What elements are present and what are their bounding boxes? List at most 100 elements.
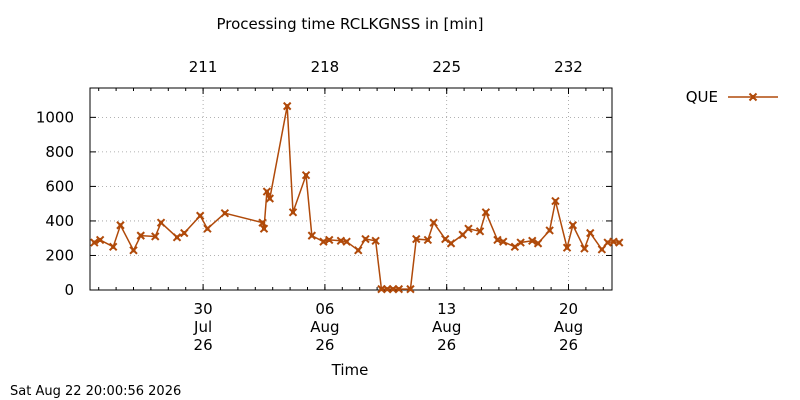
marker-core	[356, 248, 361, 253]
y-tick-label: 200	[45, 246, 74, 264]
x2-tick-label: 218	[311, 58, 340, 76]
data-point	[412, 234, 421, 244]
data-point	[259, 224, 269, 233]
marker-core	[379, 287, 384, 292]
data-point	[156, 218, 166, 227]
series-line-que	[94, 105, 620, 290]
marker-core	[599, 247, 604, 252]
marker-core	[309, 233, 314, 238]
data-point	[394, 284, 404, 294]
x-tick-label: 26	[315, 336, 334, 354]
data-point	[516, 238, 525, 247]
marker-core	[553, 199, 558, 204]
marker-core	[582, 246, 587, 251]
ticks: 0200400600800100030Jul2606Aug2613Aug2620…	[36, 58, 612, 354]
data-point	[262, 187, 272, 196]
data-point	[499, 237, 508, 246]
marker-core	[363, 237, 368, 242]
marker-core	[495, 237, 500, 242]
data-point	[354, 246, 363, 255]
marker-core	[222, 211, 227, 216]
marker-core	[264, 189, 269, 194]
x-tick-label: 30	[194, 300, 213, 318]
x-tick-label: 13	[437, 300, 456, 318]
data-point	[533, 239, 543, 248]
marker-core	[260, 220, 265, 225]
marker-core	[262, 226, 266, 231]
marker-core	[512, 244, 517, 249]
marker-core	[443, 237, 448, 242]
marker-core	[617, 240, 622, 245]
data-point	[90, 238, 99, 247]
marker-core	[327, 237, 332, 242]
data-point	[429, 218, 438, 227]
marker-core	[92, 240, 97, 245]
marker-core	[449, 241, 454, 246]
marker-core	[153, 234, 158, 239]
y-tick-label: 400	[45, 212, 74, 230]
data-point	[220, 208, 230, 218]
marker-core	[570, 223, 575, 228]
legend-label-que: QUE	[686, 88, 718, 106]
data-point	[172, 233, 182, 242]
data-point	[406, 284, 415, 294]
data-point	[282, 101, 292, 111]
x-tick-label: 06	[315, 300, 334, 318]
data-point	[151, 232, 160, 241]
marker-core	[344, 239, 349, 244]
legend-marker-symbol	[748, 92, 758, 102]
marker-core	[338, 238, 343, 243]
marker-core	[414, 237, 419, 242]
marker-core	[131, 248, 136, 253]
marker-core	[291, 210, 295, 215]
marker-core	[611, 239, 616, 244]
data-point	[446, 239, 456, 248]
marker-core	[501, 239, 506, 244]
x-tick-label: 26	[194, 336, 213, 354]
footer-timestamp: Sat Aug 22 20:00:56 2026	[10, 384, 181, 399]
axes	[89, 87, 613, 291]
y-tick-label: 600	[45, 177, 74, 195]
data-point	[136, 231, 145, 240]
data-point	[95, 235, 105, 245]
marker-core	[267, 196, 272, 201]
x-axis-label: Time	[331, 361, 369, 379]
x-tick-label: 26	[559, 336, 578, 354]
marker-core	[321, 239, 326, 244]
marker-core	[98, 237, 103, 242]
data-point	[180, 228, 189, 238]
legend-marker-que	[748, 92, 758, 102]
x2-tick-label: 211	[189, 58, 218, 76]
chart-title: Processing time RCLKGNSS in [min]	[217, 15, 484, 33]
x-tick-label: 20	[559, 300, 578, 318]
marker-core	[182, 231, 187, 236]
plot-frame	[89, 87, 613, 291]
marker-core	[175, 235, 179, 240]
data-point	[258, 218, 267, 227]
data-point	[288, 208, 298, 217]
marker-core	[565, 245, 570, 250]
y-tick-label: 800	[45, 143, 74, 161]
marker-core	[285, 104, 290, 109]
y-tick-label: 0	[64, 281, 74, 299]
data-point	[423, 235, 433, 245]
data-point	[371, 236, 380, 246]
data-point	[307, 231, 317, 240]
marker-core	[198, 213, 203, 218]
marker-core	[408, 287, 413, 292]
grid	[90, 88, 612, 290]
marker-core	[138, 233, 143, 238]
data-point	[116, 221, 125, 230]
marker-core	[111, 244, 116, 249]
x-tick-label: 26	[437, 336, 456, 354]
x-tick-label: Aug	[432, 318, 461, 336]
marker-core	[478, 229, 483, 234]
data-point	[129, 246, 138, 255]
x-tick-label: Jul	[193, 318, 212, 336]
data-point	[108, 242, 118, 252]
data-point	[568, 221, 578, 230]
data-point	[551, 196, 560, 206]
marker-core	[205, 226, 210, 231]
data-point	[510, 242, 520, 252]
